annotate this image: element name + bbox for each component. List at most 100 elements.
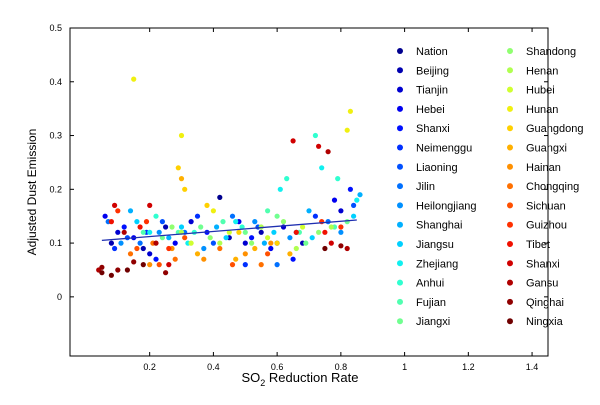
data-point-anhui bbox=[335, 176, 341, 182]
data-point-shanxi bbox=[121, 224, 127, 230]
legend-item-hubei: Hubei bbox=[507, 85, 555, 97]
x-tick-label: 1 bbox=[402, 362, 407, 372]
data-point-guangdong bbox=[182, 186, 188, 192]
data-point-beijing bbox=[163, 224, 169, 230]
legend-item-beijing: Beijing bbox=[397, 65, 449, 77]
y-tick-label: 0.1 bbox=[49, 238, 62, 248]
data-point-gansu bbox=[325, 149, 331, 155]
data-point-sichuan bbox=[134, 245, 140, 252]
legend-item-jiangsu: Jiangsu bbox=[397, 239, 454, 251]
legend-marker bbox=[397, 48, 403, 54]
legend-item-ningxia: Ningxia bbox=[507, 316, 564, 328]
legend-marker bbox=[397, 241, 403, 247]
legend-item-hebei: Hebei bbox=[397, 104, 445, 116]
data-point-tianjin bbox=[115, 229, 121, 235]
legend-marker bbox=[397, 67, 403, 74]
data-point-neimenggu bbox=[242, 262, 248, 268]
data-point-fujian bbox=[220, 219, 226, 225]
legend-marker bbox=[507, 298, 513, 305]
legend-label: Qinghai bbox=[526, 297, 564, 309]
legend-item-hainan: Hainan bbox=[507, 162, 561, 174]
legend-item-shanxi: Shanxi bbox=[397, 123, 450, 135]
legend-label: Chongqing bbox=[526, 181, 579, 193]
legend-item-liaoning: Liaoning bbox=[397, 162, 458, 174]
data-point-shanxi bbox=[290, 256, 296, 262]
data-point-hainan bbox=[201, 256, 207, 262]
data-point-gansu bbox=[153, 240, 159, 246]
data-point-chongqing bbox=[127, 251, 134, 257]
data-point-jiangxi bbox=[274, 213, 280, 219]
data-point-hainan bbox=[242, 251, 248, 257]
legend-marker bbox=[397, 260, 403, 267]
data-point-jiangsu bbox=[351, 213, 357, 219]
data-point-jiangsu bbox=[178, 224, 185, 230]
data-point-heilongjiang bbox=[338, 229, 344, 235]
data-point-shandong bbox=[280, 219, 287, 225]
legend-marker bbox=[507, 318, 513, 325]
legend-item-hunan: Hunan bbox=[507, 104, 558, 116]
data-point-guangxi bbox=[194, 251, 201, 257]
legend-item-guizhou: Guizhou bbox=[507, 220, 567, 232]
legend-marker bbox=[507, 260, 513, 267]
legend-item-fujian: Fujian bbox=[397, 297, 446, 309]
x-tick-label: 0.4 bbox=[207, 362, 220, 372]
legend-marker bbox=[507, 48, 513, 54]
legend-item-tianjin: Tianjin bbox=[397, 85, 448, 97]
data-point-tibet bbox=[322, 229, 328, 235]
legend: Nation Beijing Tianjin Hebei Shanxi Neimenggu… bbox=[397, 46, 584, 328]
data-point-zhejiang bbox=[277, 186, 283, 192]
legend-label: Gansu bbox=[526, 278, 558, 290]
data-point-sichuan bbox=[229, 262, 236, 268]
data-point-heilongjiang bbox=[156, 229, 162, 235]
data-point-shandong bbox=[169, 224, 175, 230]
data-point-shanghai bbox=[214, 224, 220, 230]
legend-item-shandong: Shandong bbox=[507, 46, 576, 58]
legend-item-sichuan: Sichuan bbox=[507, 200, 566, 212]
data-point-shanghai bbox=[357, 192, 363, 198]
data-points bbox=[96, 76, 363, 278]
y-tick-label: 0.3 bbox=[49, 131, 62, 141]
data-point-heilongjiang bbox=[287, 235, 293, 241]
data-point-shanxi bbox=[249, 235, 255, 241]
legend-marker bbox=[397, 183, 403, 190]
x-tick-label: 1.2 bbox=[462, 362, 475, 372]
data-point-shanxi bbox=[166, 262, 172, 268]
data-point-shanghai bbox=[306, 208, 312, 214]
x-tick-label: 0.6 bbox=[271, 362, 284, 372]
legend-item-tibet: Tibet bbox=[507, 239, 550, 251]
legend-label: Tianjin bbox=[416, 85, 448, 97]
legend-item-guangxi: Guangxi bbox=[507, 143, 567, 155]
data-point-henan bbox=[328, 224, 334, 230]
legend-item-henan: Henan bbox=[507, 65, 558, 77]
legend-label: Zhejiang bbox=[416, 258, 458, 270]
x-tick-label: 1.4 bbox=[526, 362, 539, 372]
data-point-hubei bbox=[226, 229, 232, 235]
data-point-heilongjiang bbox=[118, 240, 124, 246]
legend-marker bbox=[507, 202, 513, 209]
y-tick-label: 0.4 bbox=[49, 77, 62, 87]
data-point-anhui bbox=[239, 224, 245, 230]
data-point-guangxi bbox=[287, 251, 293, 257]
legend-marker bbox=[507, 105, 513, 112]
legend-label: Anhui bbox=[416, 278, 444, 290]
data-point-qinghai bbox=[338, 243, 344, 249]
data-point-jilin bbox=[274, 262, 280, 268]
data-point-shanxi bbox=[290, 138, 296, 144]
data-point-tibet bbox=[137, 224, 143, 230]
data-point-chongqing bbox=[172, 256, 178, 262]
data-point-liaoning bbox=[351, 202, 357, 208]
data-point-jiangsu bbox=[223, 235, 229, 241]
x-axis-label: SO2 Reduction Rate bbox=[241, 370, 358, 388]
x-axis-label-rest: Reduction Rate bbox=[265, 370, 358, 385]
data-point-shandong bbox=[316, 229, 322, 235]
data-point-hubei bbox=[265, 235, 271, 241]
x-axis-label-subscript: 2 bbox=[260, 378, 265, 388]
data-point-liaoning bbox=[159, 219, 165, 225]
y-tick-label: 0 bbox=[57, 292, 62, 302]
data-point-shanxi bbox=[147, 202, 153, 208]
data-point-shanghai bbox=[261, 240, 267, 246]
data-point-jiangsu bbox=[309, 235, 315, 241]
data-point-hebei bbox=[331, 197, 338, 203]
data-point-guizhou bbox=[166, 245, 172, 252]
